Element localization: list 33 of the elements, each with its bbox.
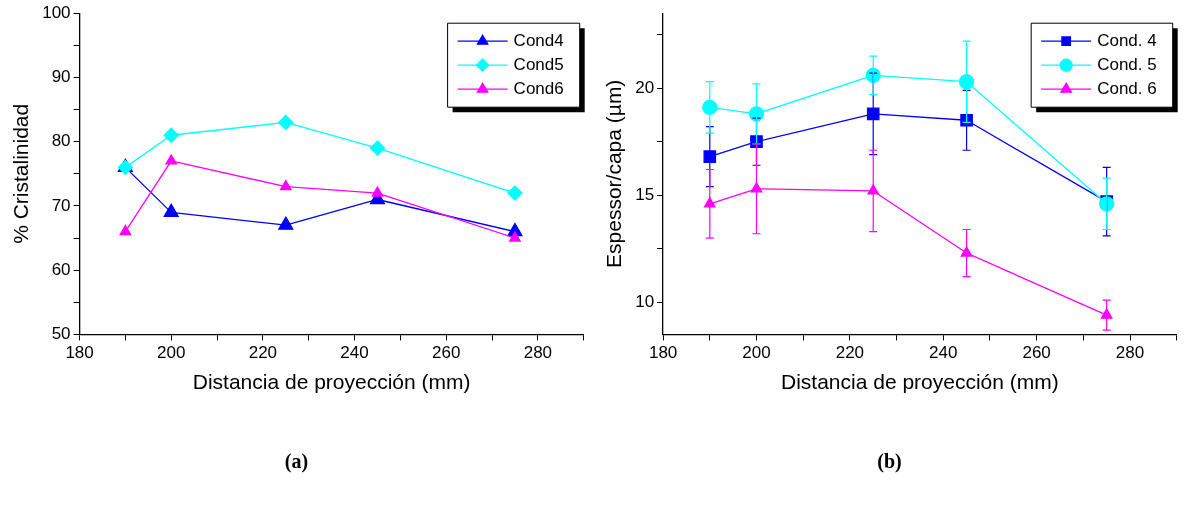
y-axis-title: Espessor/capa (µm) <box>602 79 626 268</box>
y-tick-label: 100 <box>42 2 71 22</box>
x-tick-label: 260 <box>432 343 461 363</box>
x-tick-label: 220 <box>248 343 278 363</box>
x-axis-title: Distancia de proyección (mm) <box>781 370 1059 394</box>
legend-label: Cond. 6 <box>1097 78 1157 98</box>
text: (b) <box>876 450 903 473</box>
x-axis-title: Distancia de proyección (mm) <box>192 370 471 394</box>
y-tick-label: 15 <box>635 184 655 204</box>
legend-label: Cond. 5 <box>1097 54 1157 74</box>
x-tick-label: 180 <box>648 343 678 363</box>
y-tick-label: 60 <box>51 259 71 279</box>
y-tick-label: 90 <box>51 67 71 87</box>
x-tick-label: 180 <box>65 343 94 363</box>
y-tick-label: 10 <box>635 291 655 311</box>
y-tick-label: 20 <box>635 77 655 97</box>
text: (a) <box>283 450 310 473</box>
x-tick-label: 200 <box>157 343 186 363</box>
x-tick-label: 280 <box>1115 343 1145 363</box>
x-tick-label: 220 <box>835 343 865 363</box>
y-tick-label: 80 <box>51 131 71 151</box>
legend-label: Cond4 <box>513 30 564 50</box>
legend-label: Cond5 <box>513 54 564 74</box>
x-tick-label: 260 <box>1022 343 1051 363</box>
x-tick-label: 280 <box>523 343 553 363</box>
legend-label: Cond. 4 <box>1097 30 1157 50</box>
x-tick-label: 200 <box>742 343 771 363</box>
y-axis-title: % Cristalinidad <box>9 103 33 244</box>
x-tick-label: 240 <box>340 343 369 363</box>
x-tick-label: 240 <box>929 343 958 363</box>
legend-label: Cond6 <box>513 78 564 98</box>
y-tick-label: 50 <box>51 324 71 344</box>
y-tick-label: 70 <box>51 195 71 215</box>
